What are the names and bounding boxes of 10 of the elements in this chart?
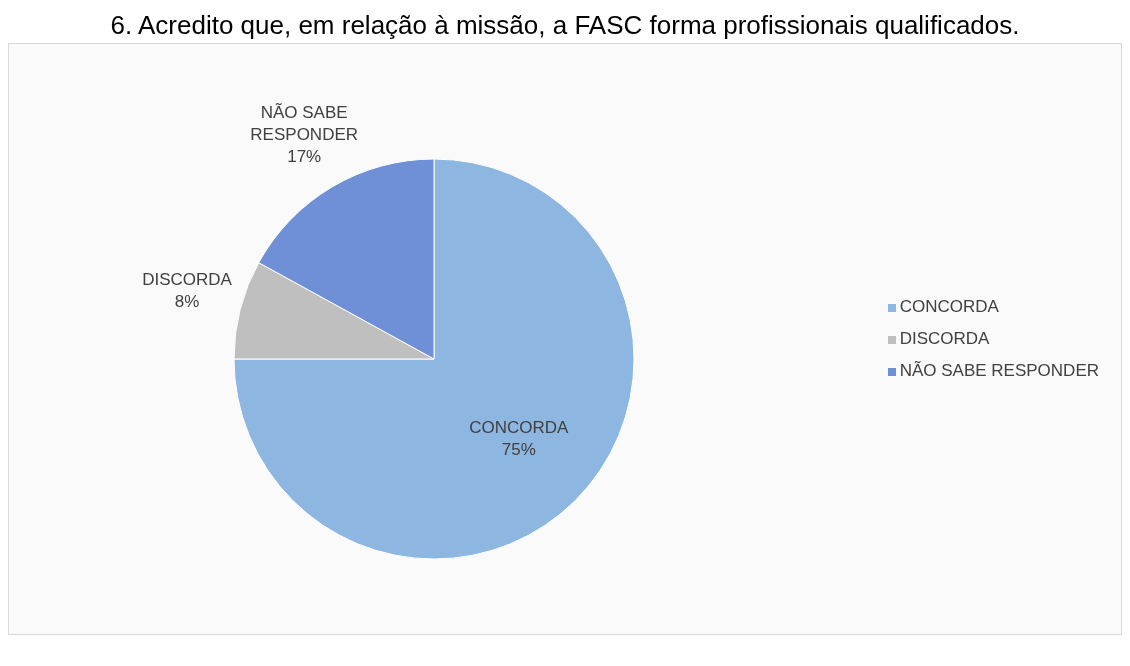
slice-label: CONCORDA xyxy=(469,417,570,437)
slice-label: NÃO SABE RESPONDER xyxy=(250,102,359,144)
data-label: 8% xyxy=(174,291,200,311)
legend-label: DISCORDA xyxy=(899,329,990,348)
data-label: 17% xyxy=(287,146,322,166)
slice-label: DISCORDA xyxy=(142,269,233,289)
legend-label: NÃO SABE RESPONDER xyxy=(899,361,1099,380)
data-label: 75% xyxy=(501,439,536,459)
chart-title: 6. Acredito que, em relação à missão, a FASC forma profissionais qualificados. xyxy=(109,9,1021,42)
legend-label: CONCORDA xyxy=(899,297,999,316)
